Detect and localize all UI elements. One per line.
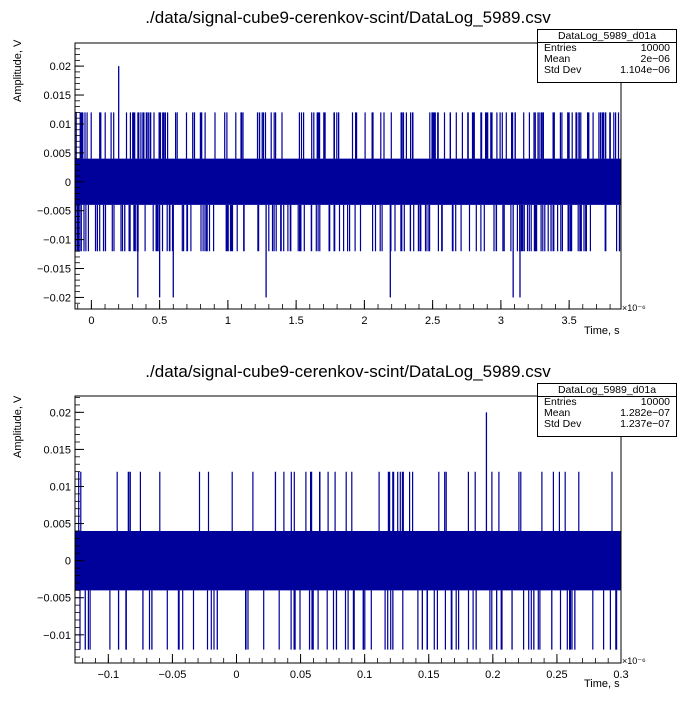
stats-value: 1.237e−07 [620, 418, 670, 430]
plot-area: −0.1 −0.05 0 0.05 0.1 0.15 0.2 0.25 0.3 −0.01 −0.0… [37, 395, 629, 681]
stats-label: Entries [544, 396, 577, 408]
y-tick-label: −0.01 [43, 630, 71, 642]
chart-panel-bottom: ./data/signal-cube9-cerenkov-scint/DataL… [0, 354, 696, 708]
x-axis-label: Time, s [584, 325, 620, 337]
stats-value: 1.282e−07 [620, 407, 670, 419]
x-axis-exponent: ×10⁻⁶ [622, 656, 646, 666]
stats-box: DataLog_5989_d01a Entries 10000 Mean 1.2… [537, 383, 677, 437]
chart-title: ./data/signal-cube9-cerenkov-scint/DataL… [145, 362, 551, 381]
x-tick-label: 2 [361, 315, 367, 327]
signal-trace [75, 66, 621, 298]
y-tick-label: 0.015 [43, 90, 71, 102]
stats-row: Entries 10000 [538, 43, 676, 54]
stats-value: 2e−06 [640, 53, 671, 65]
x-tick-label: −0.1 [97, 669, 119, 681]
stats-row: Std Dev 1.104e−06 [538, 65, 676, 76]
x-tick-label: 0.5 [152, 315, 167, 327]
noise-band-fill [75, 532, 621, 589]
x-tick-label: 1.5 [288, 315, 303, 327]
x-tick-label: 0.3 [613, 669, 628, 681]
y-tick-label: 0 [65, 556, 71, 568]
x-tick-label: 0 [233, 669, 239, 681]
stats-value: 1.104e−06 [620, 64, 670, 76]
x-tick-label: 0.2 [485, 669, 500, 681]
stats-label: Mean [544, 407, 571, 419]
stats-label: Std Dev [544, 418, 582, 430]
stats-title: DataLog_5989_d01a [538, 384, 676, 397]
stats-value: 10000 [640, 396, 670, 408]
x-axis-exponent: ×10⁻⁶ [622, 303, 646, 313]
y-tick-label: 0.005 [43, 519, 71, 531]
x-tick-label: 2.5 [425, 315, 440, 327]
chart-panel-top: ./data/signal-cube9-cerenkov-scint/DataL… [12, 8, 677, 337]
y-tick-label: −0.01 [43, 235, 71, 247]
x-tick-label: 0 [88, 315, 94, 327]
y-tick-label: −0.02 [43, 292, 71, 304]
plot-area: 0 0.5 1 1.5 2 2.5 3 3.5 −0.02 −0.015 −0.01 −0.005 0 0… [37, 42, 622, 327]
chart-title: ./data/signal-cube9-cerenkov-scint/DataL… [145, 8, 551, 27]
y-tick-label: −0.005 [37, 593, 71, 605]
stats-row: Std Dev 1.237e−07 [538, 419, 676, 430]
y-tick-label: 0.01 [50, 119, 71, 131]
stats-row: Mean 1.282e−07 [538, 408, 676, 419]
x-tick-label: −0.05 [158, 669, 186, 681]
y-tick-label: −0.015 [37, 264, 71, 276]
x-tick-label: 0.15 [418, 669, 439, 681]
stats-label: Mean [544, 53, 571, 65]
stats-value: 10000 [640, 42, 670, 54]
x-tick-label: 1 [225, 315, 231, 327]
y-tick-label: 0.005 [43, 148, 71, 160]
y-tick-label: 0.015 [43, 444, 71, 456]
stats-label: Entries [544, 42, 577, 54]
stats-title: DataLog_5989_d01a [538, 30, 676, 43]
y-tick-label: 0 [65, 177, 71, 189]
stats-row: Mean 2e−06 [538, 54, 676, 65]
plot-frame [74, 395, 622, 664]
x-axis-label: Time, s [584, 678, 620, 690]
x-tick-label: 3.5 [561, 315, 576, 327]
y-tick-label: −0.005 [37, 206, 71, 218]
x-tick-label: 0.25 [546, 669, 567, 681]
x-tick-label: 3 [498, 315, 504, 327]
y-tick-label: 0.02 [50, 61, 71, 73]
y-tick-label: 0.01 [50, 481, 71, 493]
stats-box: DataLog_5989_d01a Entries 10000 Mean 2e−… [537, 29, 677, 83]
stats-label: Std Dev [544, 64, 582, 76]
stats-row: Entries 10000 [538, 397, 676, 408]
x-tick-label: 0.1 [357, 669, 372, 681]
signal-spikes [78, 471, 618, 650]
x-tick-label: 0.05 [290, 669, 311, 681]
y-tick-label: 0.02 [50, 407, 71, 419]
signal-trace [75, 412, 621, 650]
noise-band-fill [75, 160, 621, 203]
